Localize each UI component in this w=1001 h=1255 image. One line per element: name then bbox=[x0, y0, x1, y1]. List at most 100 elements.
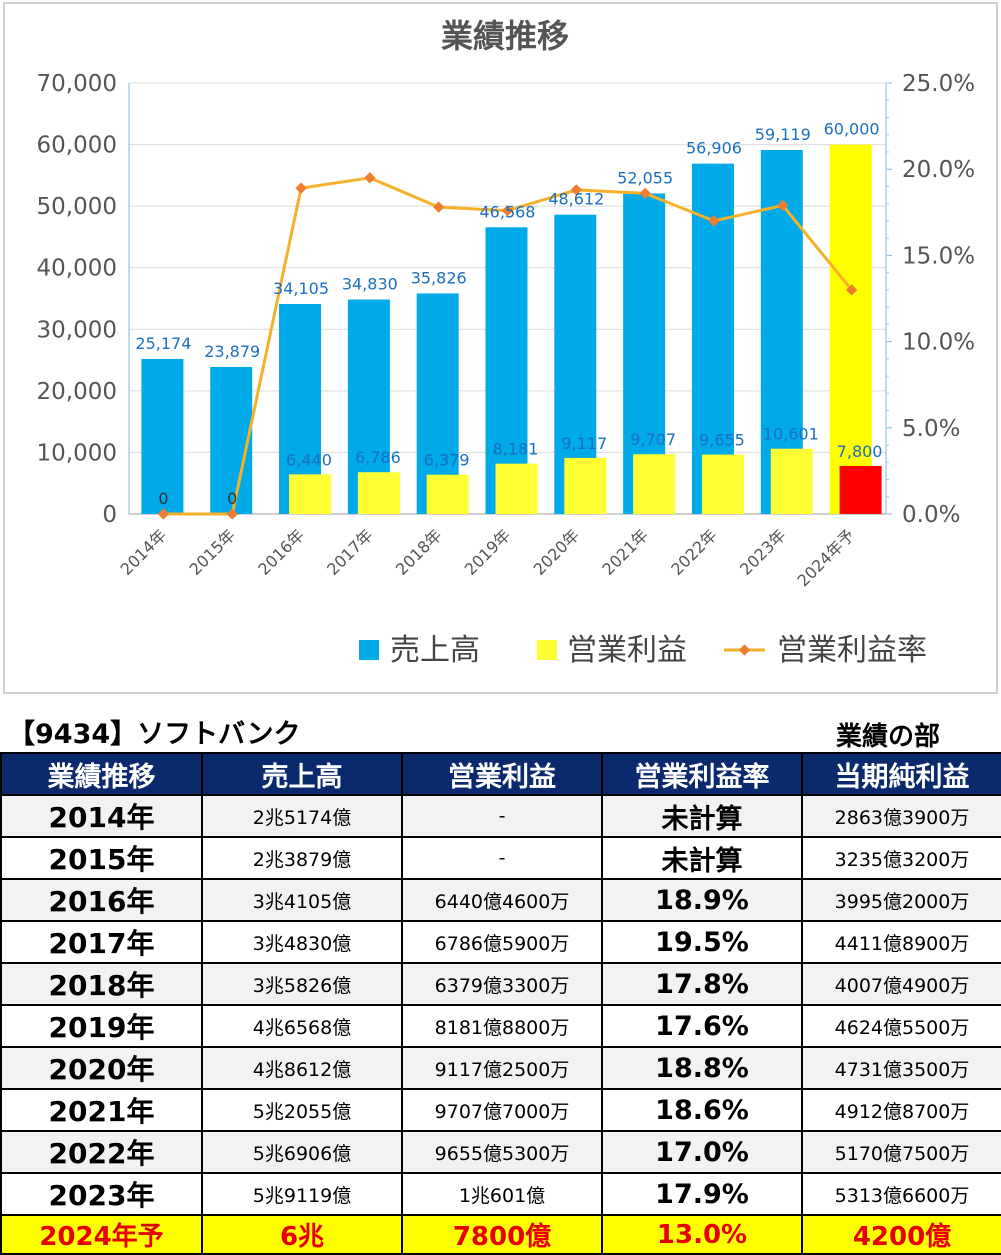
y-right-tick-label: 10.0% bbox=[902, 330, 975, 356]
company-title: 【9434】ソフトバンク bbox=[8, 719, 301, 750]
y-right-tick-label: 5.0% bbox=[902, 416, 960, 442]
cell-net-income: 3235億3200万 bbox=[801, 836, 1001, 880]
operating-profit-data-label: 6,379 bbox=[424, 451, 470, 470]
cell-operating-profit: 9117億2500万 bbox=[401, 1046, 603, 1090]
x-tick-label: 2016年 bbox=[254, 525, 308, 579]
cell-operating-margin: 17.8% bbox=[601, 962, 803, 1006]
cell-period: 2021年 bbox=[0, 1088, 203, 1132]
operating-margin-point bbox=[708, 215, 720, 227]
operating-margin-point bbox=[845, 284, 858, 296]
cell-operating-profit: - bbox=[401, 794, 603, 838]
header-operating-profit: 営業利益 bbox=[401, 752, 603, 796]
cell-period: 2022年 bbox=[0, 1130, 203, 1174]
revenue-data-label: 46,568 bbox=[480, 202, 536, 221]
x-tick-label: 2024年予 bbox=[794, 525, 859, 590]
header-net-income: 当期純利益 bbox=[801, 752, 1001, 796]
chart-title: 業績推移 bbox=[441, 17, 569, 55]
x-tick-label: 2022年 bbox=[667, 525, 721, 579]
operating-profit-bar bbox=[495, 463, 538, 514]
cell-net-income: 4200億 bbox=[801, 1214, 1001, 1255]
revenue-data-label: 59,119 bbox=[755, 125, 811, 144]
chart-panel: 業績推移 0 10,000 20,000 30,000 40,000 50,000 60,0… bbox=[3, 2, 998, 694]
legend-label-operating-profit: 営業利益 bbox=[567, 633, 687, 668]
operating-profit-bar bbox=[770, 448, 813, 514]
section-title: 業績の部 bbox=[836, 722, 941, 752]
cell-net-income: 5170億7500万 bbox=[801, 1130, 1001, 1174]
cell-net-income: 4624億5500万 bbox=[801, 1004, 1001, 1048]
legend-swatch-revenue bbox=[359, 640, 379, 660]
operating-profit-bar bbox=[289, 474, 332, 514]
operating-margin-point bbox=[501, 204, 514, 217]
y-left-tick-label: 10,000 bbox=[37, 440, 117, 466]
cell-operating-margin: 19.5% bbox=[601, 920, 803, 964]
cell-period: 2018年 bbox=[0, 962, 203, 1006]
cell-revenue: 4兆8612億 bbox=[201, 1046, 403, 1090]
legend-label-operating-margin: 営業利益率 bbox=[777, 633, 927, 668]
operating-margin-point bbox=[777, 199, 789, 212]
header-operating-margin: 営業利益率 bbox=[601, 752, 803, 796]
y-right-tick-label: 20.0% bbox=[902, 157, 975, 183]
x-tick-label: 2018年 bbox=[392, 525, 446, 579]
x-tick-label: 2020年 bbox=[530, 525, 584, 579]
cell-net-income: 3995億2000万 bbox=[801, 878, 1001, 922]
cell-revenue: 5兆6906億 bbox=[201, 1130, 403, 1174]
cell-operating-profit: 6440億4600万 bbox=[401, 878, 603, 922]
cell-net-income: 2863億3900万 bbox=[801, 794, 1001, 838]
operating-profit-bar bbox=[426, 474, 469, 514]
cell-operating-profit: - bbox=[401, 836, 603, 880]
cell-period: 2017年 bbox=[0, 920, 203, 964]
revenue-bar bbox=[210, 366, 253, 514]
cell-revenue: 4兆6568億 bbox=[201, 1004, 403, 1048]
table-row: 2015年 2兆3879億 - 未計算 3235億3200万 bbox=[0, 836, 1001, 880]
revenue-data-label: 60,000 bbox=[824, 120, 880, 139]
cell-operating-margin: 17.6% bbox=[601, 1004, 803, 1048]
cell-revenue: 3兆4105億 bbox=[201, 878, 403, 922]
cell-revenue: 6兆 bbox=[201, 1214, 403, 1255]
cell-period: 2024年予 bbox=[0, 1214, 203, 1255]
cell-net-income: 5313億6600万 bbox=[801, 1172, 1001, 1216]
y-left-tick-label: 0 bbox=[102, 502, 117, 528]
operating-margin-point bbox=[570, 184, 582, 196]
cell-period: 2019年 bbox=[0, 1004, 203, 1048]
cell-period: 2014年 bbox=[0, 794, 203, 838]
cell-operating-margin: 未計算 bbox=[601, 794, 803, 838]
cell-operating-profit: 8181億8800万 bbox=[401, 1004, 603, 1048]
revenue-data-label: 34,830 bbox=[342, 275, 398, 294]
table-row: 2020年 4兆8612億 9117億2500万 18.8% 4731億3500万 bbox=[0, 1046, 1001, 1090]
header-revenue: 売上高 bbox=[201, 752, 403, 796]
cell-net-income: 4411億8900万 bbox=[801, 920, 1001, 964]
table-row: 2018年 3兆5826億 6379億3300万 17.8% 4007億4900万 bbox=[0, 962, 1001, 1006]
revenue-bar bbox=[829, 144, 872, 515]
cell-operating-margin: 18.8% bbox=[601, 1046, 803, 1090]
operating-margin-point bbox=[639, 187, 651, 199]
operating-margin-point bbox=[433, 201, 445, 213]
operating-margin-point bbox=[364, 172, 376, 184]
cell-operating-profit: 6379億3300万 bbox=[401, 962, 603, 1006]
y-left-tick-label: 60,000 bbox=[37, 133, 117, 159]
y-left-tick-label: 70,000 bbox=[37, 71, 117, 97]
revenue-data-label: 34,105 bbox=[273, 279, 329, 298]
x-tick-label: 2021年 bbox=[598, 525, 652, 579]
operating-profit-data-label: 9,707 bbox=[630, 430, 676, 449]
y-right-tick-label: 0.0% bbox=[902, 502, 960, 528]
cell-period: 2020年 bbox=[0, 1046, 203, 1090]
y-left-tick-label: 50,000 bbox=[37, 194, 117, 220]
header-period: 業績推移 bbox=[0, 752, 203, 796]
operating-profit-bar bbox=[839, 465, 882, 514]
operating-profit-data-label: 9,117 bbox=[561, 434, 607, 453]
cell-net-income: 4731億3500万 bbox=[801, 1046, 1001, 1090]
revenue-data-label: 25,174 bbox=[135, 334, 191, 353]
cell-period: 2016年 bbox=[0, 878, 203, 922]
operating-profit-data-label: 6,440 bbox=[286, 450, 332, 469]
cell-operating-margin: 13.0% bbox=[601, 1214, 803, 1255]
table-row: 2016年 3兆4105億 6440億4600万 18.9% 3995億2000万 bbox=[0, 878, 1001, 922]
cell-operating-profit: 9707億7000万 bbox=[401, 1088, 603, 1132]
y-left-tick-label: 40,000 bbox=[37, 256, 117, 282]
legend-swatch-operating-profit bbox=[537, 640, 557, 660]
y-left-tick-label: 20,000 bbox=[37, 379, 117, 405]
cell-period: 2015年 bbox=[0, 836, 203, 880]
revenue-data-label: 35,826 bbox=[411, 268, 467, 287]
table-row: 2022年 5兆6906億 9655億5300万 17.0% 5170億7500万 bbox=[0, 1130, 1001, 1174]
cell-operating-margin: 17.0% bbox=[601, 1130, 803, 1174]
table-row: 2014年 2兆5174億 - 未計算 2863億3900万 bbox=[0, 794, 1001, 838]
